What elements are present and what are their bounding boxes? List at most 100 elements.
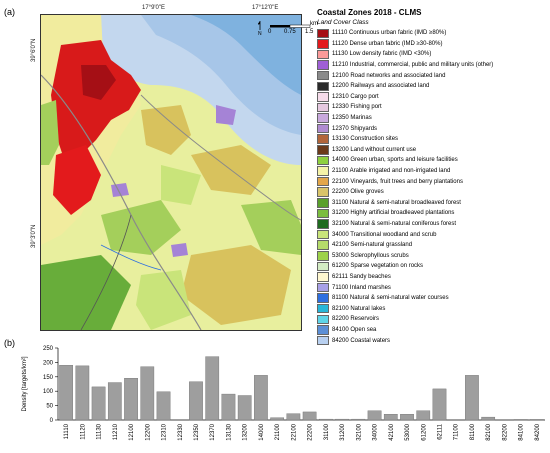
legend-swatch xyxy=(317,176,329,187)
urban-continuous xyxy=(81,65,116,100)
legend-label: 12330 Fishing port xyxy=(332,104,382,111)
legend-label: 14000 Green urban, sports and leisure fa… xyxy=(332,157,458,164)
x-tick-label: 22200 xyxy=(308,423,314,440)
bar xyxy=(140,366,155,421)
map-canvas xyxy=(41,15,301,330)
legend-swatch xyxy=(317,251,329,261)
north-label: N xyxy=(258,31,262,37)
legend-item: 12100 Road networks and associated land xyxy=(317,70,549,81)
legend-label: 71100 Inland marshes xyxy=(332,284,391,291)
legend-item: 13130 Construction sites xyxy=(317,134,549,145)
map-panel: 17°9'0"E 17°12'0"E 39°6'0"N 39°3'0"N xyxy=(31,5,493,346)
bar xyxy=(205,356,220,421)
x-tick-label: 81100 xyxy=(470,423,476,440)
legend-swatch xyxy=(317,81,329,92)
bar xyxy=(124,378,138,421)
bar xyxy=(189,381,203,421)
legend-item: 12200 Railways and associated land xyxy=(317,81,549,92)
land-cover-map[interactable] xyxy=(40,14,302,331)
legend-swatch xyxy=(317,219,329,229)
legend-item: 11110 Continuous urban fabric (IMD ≥80%) xyxy=(317,28,549,39)
legend-swatch xyxy=(317,145,329,155)
density-chart-svg: 0 50 100 150 200 250 Density [targets/km²] 1111… xyxy=(22,346,545,441)
scrub-south xyxy=(136,270,191,330)
urban-core xyxy=(51,40,141,165)
legend-items: 11110 Continuous urban fabric (IMD ≥80%)… xyxy=(317,28,549,346)
legend-swatch xyxy=(317,229,329,240)
scale-tick-0: 0 xyxy=(268,29,272,35)
legend-item: 12310 Cargo port xyxy=(317,92,549,103)
urban-south xyxy=(53,145,101,215)
x-tick-label: 32100 xyxy=(356,423,362,440)
legend-label: 22200 Olive groves xyxy=(332,189,384,196)
legend-swatch xyxy=(317,261,329,272)
x-tick-label: 53000 xyxy=(405,423,411,440)
legend-label: 81100 Natural & semi-natural water cours… xyxy=(332,295,449,302)
scale-tick-1: 0.75 xyxy=(284,29,296,35)
legend-item: 31200 Highly artificial broadleaved plan… xyxy=(317,208,549,219)
legend-swatch xyxy=(317,28,329,39)
x-tick-label: 42100 xyxy=(389,423,395,440)
x-tick-label: 21100 xyxy=(275,423,281,440)
legend-label: 32100 Natural & semi-natural coniferous … xyxy=(332,220,457,227)
bar xyxy=(237,395,252,421)
coord-top-left: 17°9'0"E xyxy=(142,5,166,11)
bar xyxy=(383,414,398,421)
scale-tick-2: 1.5 xyxy=(305,29,314,35)
legend-label: 84200 Coastal waters xyxy=(332,337,391,344)
legend-item: 61200 Sparse vegetation on rocks xyxy=(317,261,549,272)
legend-item: 31100 Natural & semi-natural broadleaved… xyxy=(317,198,549,209)
legend-label: 84100 Open sea xyxy=(332,326,377,333)
legend-swatch xyxy=(317,49,329,60)
legend-label: 13200 Land without current use xyxy=(332,146,417,153)
legend-label: 11120 Dense urban fabric (IMD ≥30-80%) xyxy=(332,40,443,47)
legend-swatch xyxy=(317,282,329,293)
legend-item: 12370 Shipyards xyxy=(317,123,549,134)
legend-item: 11120 Dense urban fabric (IMD ≥30-80%) xyxy=(317,39,549,50)
legend-item: 82100 Natural lakes xyxy=(317,303,549,314)
y-tick-label: 100 xyxy=(43,389,54,395)
scale-seg-2 xyxy=(289,24,311,28)
legend-label: 11110 Continuous urban fabric (IMD ≥80%) xyxy=(332,30,447,37)
coord-left-mid: 39°3'0"N xyxy=(31,224,37,248)
x-tick-label: 61200 xyxy=(421,423,427,440)
legend-label: 12100 Road networks and associated land xyxy=(332,72,446,79)
x-tick-label: 31200 xyxy=(340,423,346,440)
scrub-center xyxy=(161,165,201,205)
legend-label: 11130 Low density fabric (IMD <30%) xyxy=(332,51,432,58)
bar xyxy=(351,418,366,421)
railway xyxy=(80,214,132,330)
x-tick-label: 12100 xyxy=(129,423,135,440)
y-tick-label: 50 xyxy=(46,404,53,410)
bar xyxy=(286,413,301,421)
legend-item: 13200 Land without current use xyxy=(317,145,549,156)
legend-label: 62111 Sandy beaches xyxy=(332,273,391,280)
coord-left-top: 39°6'0"N xyxy=(31,38,37,62)
grass-west xyxy=(41,100,59,165)
legend-label: 31200 Highly artificial broadleaved plan… xyxy=(332,210,455,217)
legend-swatch xyxy=(317,325,329,335)
legend-swatch xyxy=(317,314,329,325)
legend-item: 71100 Inland marshes xyxy=(317,282,549,293)
x-tick-label: 82200 xyxy=(502,423,508,440)
industrial-inland xyxy=(111,183,129,197)
legend-item: 82200 Reservoirs xyxy=(317,314,549,325)
legend-swatch xyxy=(317,102,329,113)
bar xyxy=(59,365,73,421)
legend-label: 53000 Sclerophyllous scrubs xyxy=(332,252,409,259)
legend-label: 31100 Natural & semi-natural broadleaved… xyxy=(332,199,461,206)
legend-subtitle: Land Cover Class xyxy=(317,19,369,26)
legend-label: 13130 Construction sites xyxy=(332,136,399,143)
x-tick-label: 84200 xyxy=(535,423,541,440)
bar xyxy=(91,386,106,421)
legend-swatch xyxy=(317,187,329,197)
north-arrow-head xyxy=(257,21,260,25)
legend-label: 21100 Arable irrigated and non-irrigated… xyxy=(332,168,451,175)
legend-label: 22100 Vineyards, fruit trees and berry p… xyxy=(332,178,463,185)
bar xyxy=(318,418,333,421)
panel-b-label: (b) xyxy=(4,338,15,348)
bar xyxy=(530,419,544,421)
bar xyxy=(107,382,122,421)
legend-swatch xyxy=(317,39,329,49)
road-coastal xyxy=(140,94,301,221)
